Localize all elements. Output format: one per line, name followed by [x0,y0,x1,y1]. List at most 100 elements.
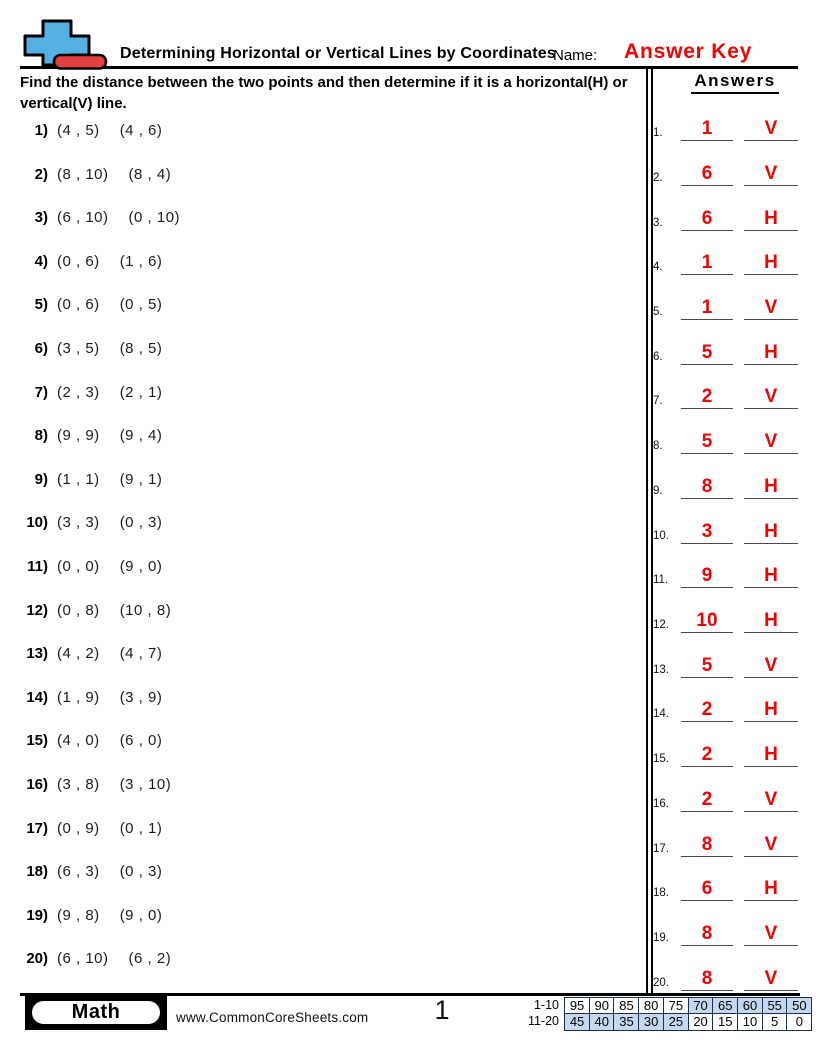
answer-number: 11. [653,574,669,587]
problem-number: 14) [26,688,48,706]
answer-direction-blank: H [744,699,798,723]
answer-distance-blank: 2 [681,699,733,723]
problem-point-2: (6 , 2) [128,950,172,968]
problem-row: 9) (1 , 1) (9 , 1) [20,471,180,515]
problem-number: 5) [34,296,48,314]
answer-number: 13. [653,663,669,676]
problem-point-2: (3 , 10) [119,775,172,793]
instructions-text: Find the distance between the two points… [20,74,628,112]
answer-distance-blank: 8 [681,476,733,499]
answer-direction-blank: H [744,476,798,499]
score-cell: 40 [588,1013,615,1031]
problem-number: 2) [34,165,48,183]
subject-badge: Math [25,995,167,1030]
answer-direction-blank: H [744,208,798,231]
score-table: 1-10 95 90 85 80 75 70 65 60 55 50 11-20 45 40 35 30… [517,997,813,1031]
problem-point-1: (1 , 1) [57,470,100,488]
problem-row: 4) (0 , 6) (1 , 6) [20,253,180,297]
answer-number: 12. [653,619,669,632]
problem-point-1: (9 , 9) [57,427,100,445]
answer-distance-blank: 3 [681,521,733,544]
page-title: Determining Horizontal or Vertical Lines… [120,45,556,62]
problem-number: 1) [34,122,48,139]
answer-number: 16. [653,797,669,810]
answer-number: 6. [653,350,663,363]
problem-row: 15) (4 , 0) (6 , 0) [20,732,180,776]
problem-point-1: (6 , 10) [57,950,109,968]
answer-number: 10. [653,529,669,542]
problem-point-1: (6 , 10) [57,209,109,227]
answer-row: 12. 10 H [653,588,798,634]
problem-number: 9) [34,470,48,488]
answer-direction-blank: H [744,610,798,634]
answer-direction-blank: H [744,744,798,768]
answer-number: 18. [653,887,669,900]
problem-point-2: (9 , 0) [119,906,163,924]
answer-direction-blank: H [744,565,798,589]
problem-point-2: (2 , 1) [119,383,163,401]
score-cell: 10 [736,1013,764,1031]
answer-row: 4. 1 H [653,231,798,276]
problem-row: 17) (0 , 9) (0 , 1) [20,820,180,864]
score-cell: 20 [687,1013,714,1031]
answer-direction-blank: H [744,878,798,902]
problem-point-2: (6 , 0) [119,732,163,750]
problem-number: 3) [34,209,48,227]
answer-row: 2. 6 V [653,141,798,186]
problem-point-1: (4 , 5) [57,122,100,139]
problem-number: 13) [26,645,48,663]
problems-list: 1) (4 , 5) (4 , 6) 2) (8 , 10) (8 , 4) 3… [20,122,180,994]
problem-row: 2) (8 , 10) (8 , 4) [20,166,180,210]
problem-point-2: (4 , 6) [119,122,163,139]
problem-point-2: (0 , 10) [128,209,181,227]
score-cell: 25 [662,1013,689,1031]
problem-number: 18) [26,863,48,881]
answer-direction-blank: V [744,431,798,455]
answer-distance-blank: 5 [681,431,733,455]
answer-number: 9. [653,484,663,497]
answer-distance-blank: 2 [681,386,733,410]
answer-number: 5. [653,305,663,318]
name-label: Name: [553,47,598,64]
problem-number: 7) [34,383,48,401]
problem-point-2: (9 , 0) [119,557,163,575]
problem-point-2: (10 , 8) [119,601,172,619]
answer-row: 9. 8 H [653,454,798,499]
problem-row: 6) (3 , 5) (8 , 5) [20,340,180,384]
answer-row: 20. 8 V [653,946,798,991]
problem-point-1: (0 , 0) [57,557,100,575]
answers-divider [646,69,653,993]
answers-list: 1. 1 V 2. 6 V 3. 6 H 4. 1 H 5. 1 V 6. 5 … [653,96,798,991]
answer-distance-blank: 1 [681,252,733,276]
answer-row: 16. 2 V [653,767,798,812]
problem-point-1: (3 , 5) [57,339,100,357]
answer-number: 2. [653,171,663,184]
score-cell: 55 [761,997,788,1015]
problem-point-1: (0 , 9) [57,819,100,837]
answer-number: 15. [653,753,669,766]
answer-row: 5. 1 V [653,275,798,320]
answer-row: 7. 2 V [653,365,798,410]
answer-row: 11. 9 H [653,544,798,589]
score-row-label: 11-20 [527,1014,559,1029]
answer-number: 3. [653,216,663,229]
problem-point-1: (4 , 2) [57,645,100,663]
answer-direction-blank: V [744,655,798,678]
answer-direction-blank: V [744,923,798,947]
problem-number: 8) [34,427,48,445]
answer-number: 20. [653,976,669,989]
problem-point-2: (8 , 5) [119,339,163,357]
score-cell: 45 [564,1013,591,1031]
problem-point-2: (1 , 6) [119,252,163,270]
answer-number: 8. [653,440,663,453]
answer-row: 3. 6 H [653,186,798,231]
score-cell: 35 [613,1013,640,1031]
problem-row: 3) (6 , 10) (0 , 10) [20,209,180,253]
problem-point-2: (4 , 7) [119,645,163,663]
problem-number: 16) [26,775,48,793]
problem-row: 19) (9 , 8) (9 , 0) [20,907,180,951]
answer-distance-blank: 8 [681,923,733,947]
problem-point-1: (4 , 0) [57,732,100,750]
problem-row: 1) (4 , 5) (4 , 6) [20,122,180,166]
